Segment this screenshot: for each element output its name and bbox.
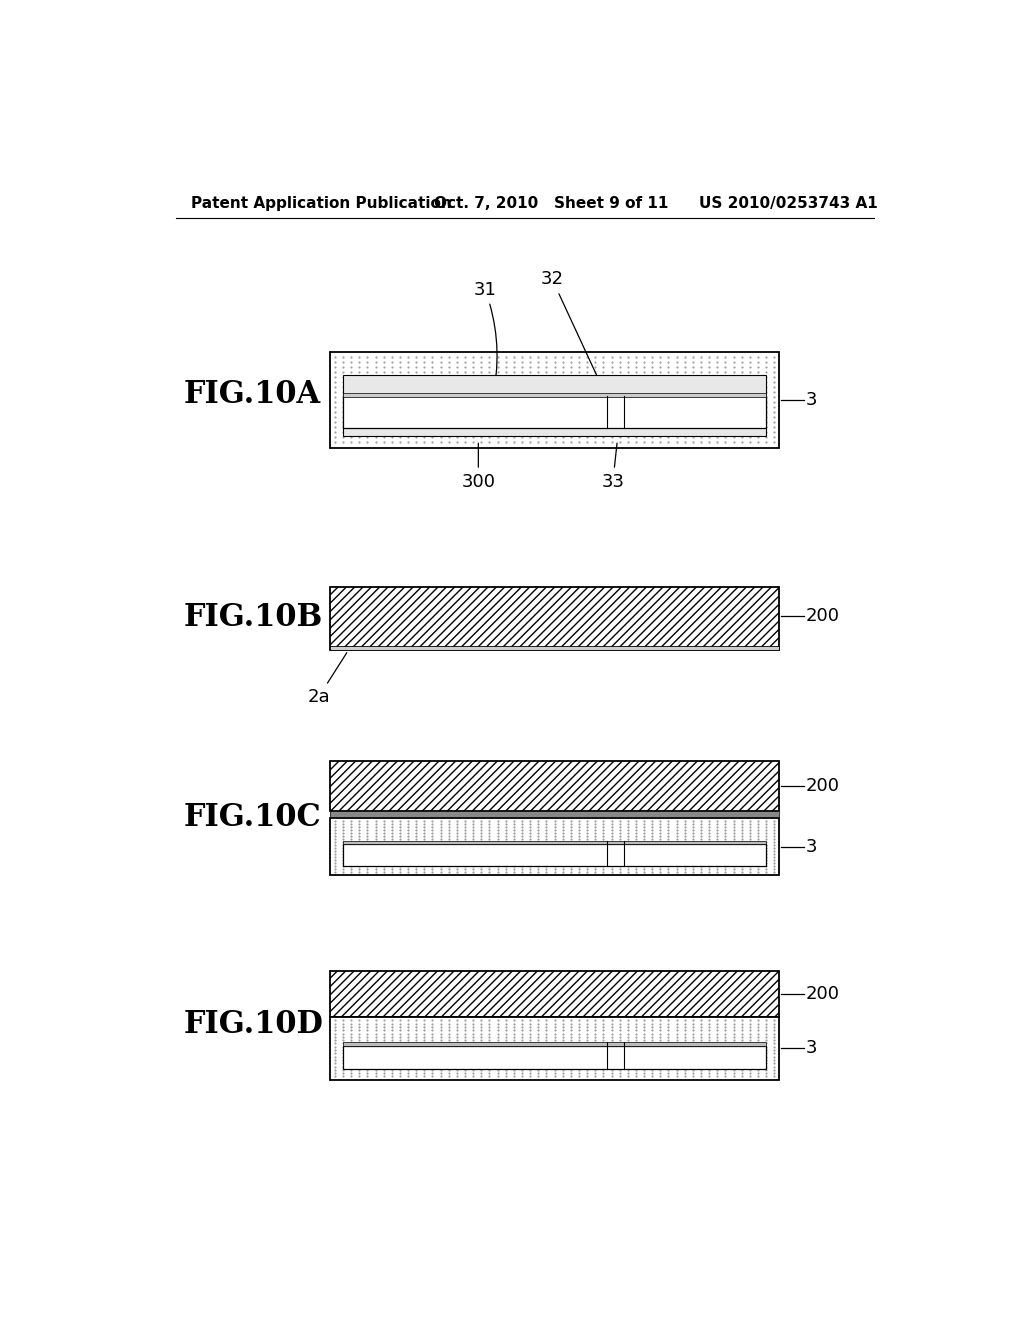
Bar — [331, 587, 778, 651]
Bar — [331, 351, 778, 447]
Text: 31: 31 — [474, 281, 497, 397]
Bar — [343, 1043, 766, 1045]
Bar — [343, 841, 766, 845]
Text: 33: 33 — [601, 444, 625, 491]
Bar — [331, 645, 778, 651]
Text: 200: 200 — [806, 777, 840, 795]
Text: US 2010/0253743 A1: US 2010/0253743 A1 — [699, 195, 879, 211]
Text: Patent Application Publication: Patent Application Publication — [191, 195, 453, 211]
Bar — [331, 970, 778, 1016]
Text: 3: 3 — [806, 391, 817, 409]
Bar — [331, 762, 778, 812]
Bar — [343, 375, 766, 437]
Bar — [343, 396, 766, 428]
Text: 3: 3 — [806, 1039, 817, 1057]
Text: 3: 3 — [806, 837, 817, 855]
Text: 200: 200 — [806, 985, 840, 1003]
Text: FIG.10C: FIG.10C — [183, 801, 322, 833]
Text: 32: 32 — [541, 271, 607, 399]
Text: FIG.10D: FIG.10D — [183, 1008, 324, 1040]
Text: 300: 300 — [462, 444, 496, 491]
Bar — [331, 818, 778, 875]
Bar — [343, 845, 766, 866]
Text: Oct. 7, 2010   Sheet 9 of 11: Oct. 7, 2010 Sheet 9 of 11 — [433, 195, 668, 211]
Bar — [343, 393, 766, 397]
Bar — [343, 1045, 766, 1069]
Bar — [331, 1016, 778, 1080]
Bar — [331, 812, 778, 817]
Text: 200: 200 — [806, 607, 840, 624]
Text: FIG.10B: FIG.10B — [183, 602, 323, 634]
Text: 2a: 2a — [307, 652, 347, 706]
Text: FIG.10A: FIG.10A — [183, 379, 321, 409]
